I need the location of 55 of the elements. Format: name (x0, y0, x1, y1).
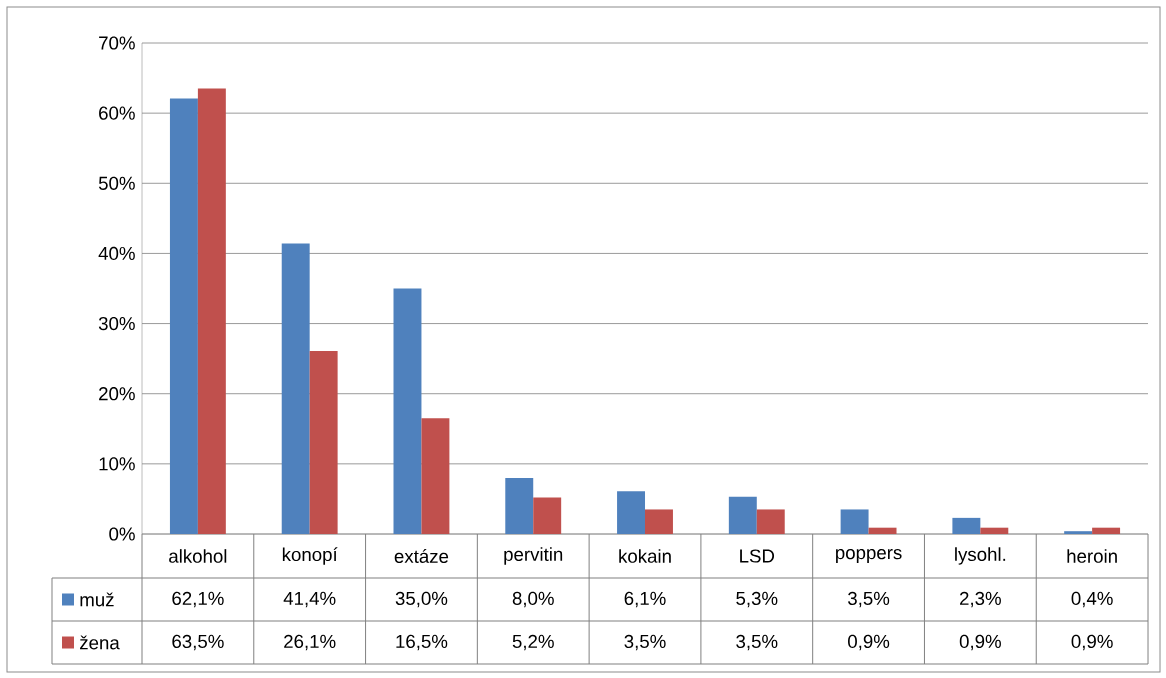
y-tick-label: 60% (99, 106, 135, 120)
x-tick-label: pervitin (504, 547, 563, 565)
x-tick-label: extáze (394, 549, 449, 563)
bar (952, 517, 981, 534)
data-label: 62,1% (172, 591, 224, 608)
data-label: 8,0% (512, 591, 554, 608)
bar (728, 496, 757, 534)
data-label: 3,5% (848, 591, 890, 608)
x-tick-label: alkohol (169, 549, 227, 563)
bar (645, 509, 673, 534)
x-tick-label: kokain (619, 549, 671, 563)
y-tick-label: 70% (99, 36, 135, 50)
data-label: 5,2% (512, 634, 554, 651)
data-label: 63,5% (172, 634, 224, 651)
bar (309, 350, 338, 534)
x-tick-label: lysohl. (955, 547, 1006, 565)
bar (421, 418, 450, 534)
data-label: 35,0% (395, 591, 448, 608)
legend-label: žena (80, 635, 120, 650)
bar (980, 527, 1009, 534)
bar (1064, 531, 1093, 534)
data-label: 26,1% (284, 634, 336, 651)
x-tick-label: LSD (740, 549, 775, 563)
y-tick-label: 40% (98, 246, 135, 261)
data-label: 3,5% (624, 634, 666, 651)
data-label: 5,3% (736, 591, 778, 608)
bar (840, 509, 869, 534)
bar (169, 98, 198, 534)
x-tick-label: heroin (1067, 549, 1117, 563)
y-tick-label: 0% (109, 527, 135, 541)
data-label: 0,9% (848, 634, 890, 651)
x-tick-label: poppers (836, 549, 902, 563)
data-label: 3,5% (736, 634, 778, 651)
bar (1092, 527, 1121, 534)
y-tick-label: 50% (98, 176, 135, 190)
bar (197, 88, 226, 534)
data-label: 0,4% (1071, 591, 1113, 608)
data-label: 16,5% (396, 634, 448, 651)
bar (756, 509, 785, 534)
data-label: 41,4% (283, 591, 336, 608)
data-label: 2,3% (960, 591, 1001, 608)
bar (868, 527, 897, 534)
data-label: 0,9% (1071, 634, 1113, 651)
x-tick-label: konopí (282, 547, 338, 565)
bar (533, 497, 562, 534)
y-tick-label: 30% (98, 316, 135, 331)
y-tick-label: 10% (99, 457, 135, 471)
bar (617, 491, 646, 534)
bar (393, 288, 422, 534)
data-label: 6,1% (624, 591, 666, 608)
data-label: 0,9% (959, 634, 1001, 651)
bar (505, 477, 534, 534)
y-tick-label: 20% (99, 387, 135, 401)
bar (281, 243, 310, 534)
legend-label: muž (80, 592, 114, 607)
